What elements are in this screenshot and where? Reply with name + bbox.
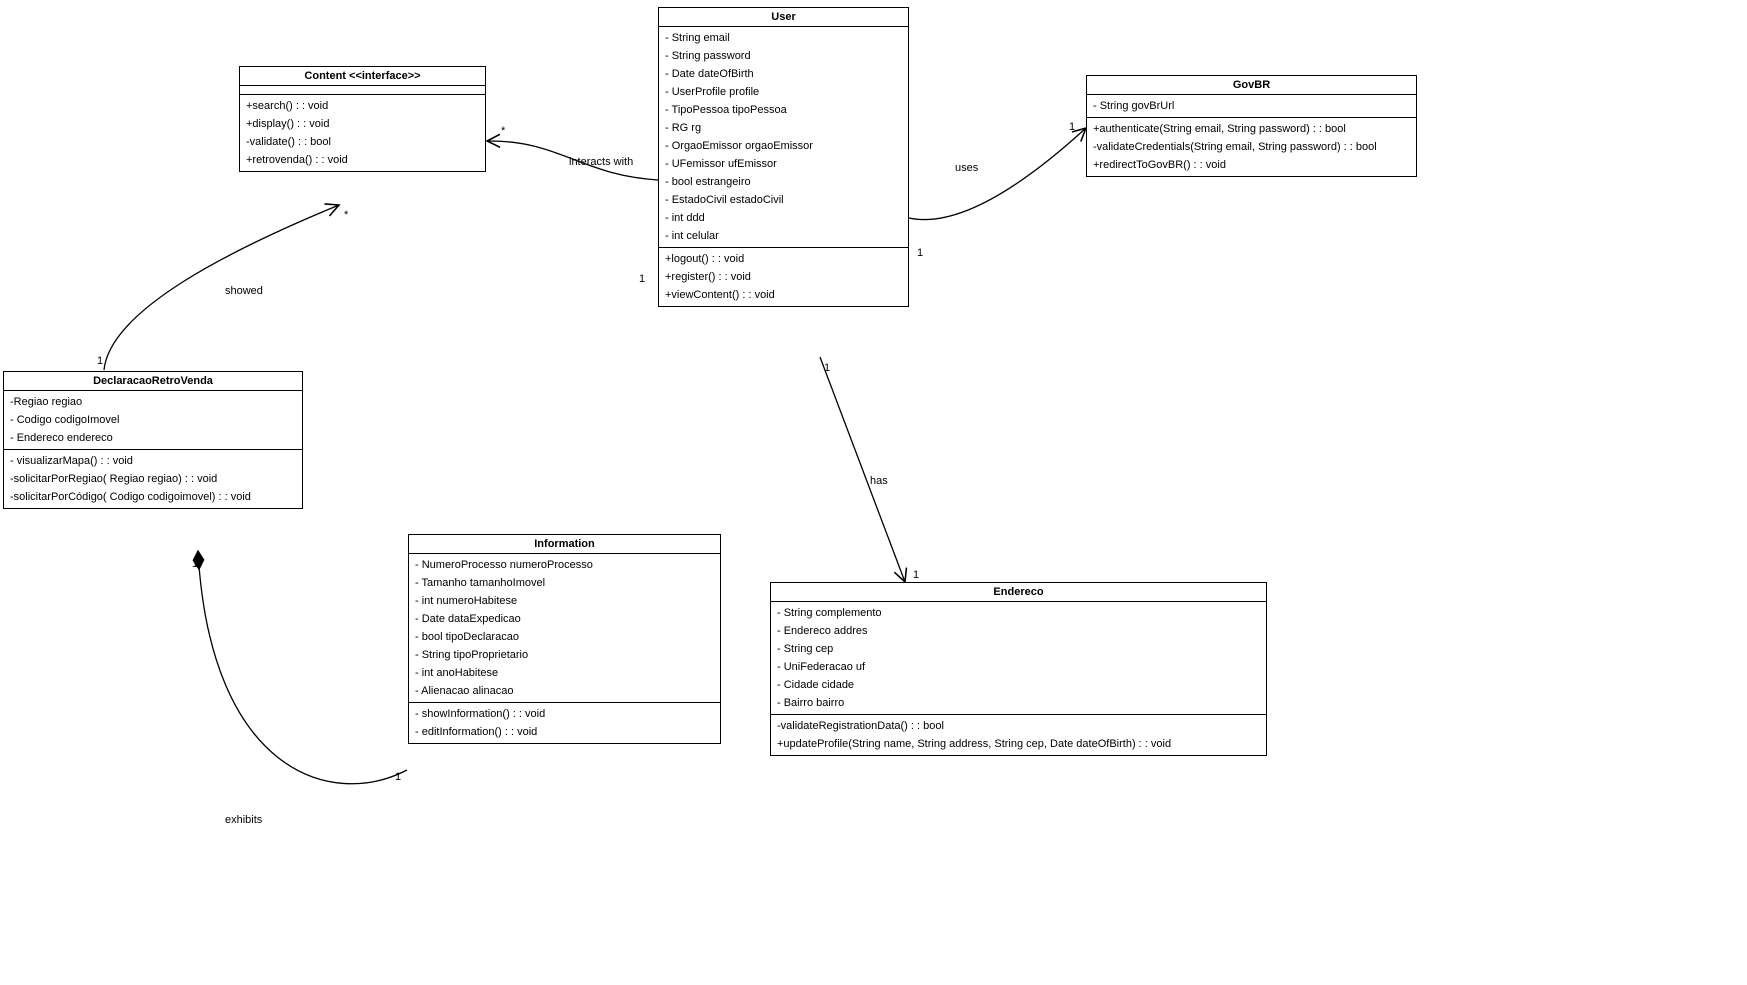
class-title: DeclaracaoRetroVenda	[4, 372, 302, 391]
attribute-row: - Endereco endereco	[10, 429, 296, 447]
class-govbr: GovBR - String govBrUrl +authenticate(Stri…	[1086, 75, 1417, 177]
attribute-row: - Endereco addres	[777, 622, 1260, 640]
method-row: +register() : : void	[665, 268, 902, 286]
attribute-row: - Cidade cidade	[777, 676, 1260, 694]
method-row: +redirectToGovBR() : : void	[1093, 156, 1410, 174]
class-content: Content <<interface>>+search() : : void+…	[239, 66, 486, 172]
attribute-row: - UserProfile profile	[665, 83, 902, 101]
attribute-row: - String password	[665, 47, 902, 65]
method-row: +retrovenda() : : void	[246, 151, 479, 169]
attribute-row: - String complemento	[777, 604, 1260, 622]
attribute-row: - String cep	[777, 640, 1260, 658]
class-title: Information	[409, 535, 720, 554]
edge-label-uses: uses	[955, 162, 978, 174]
attribute-row: - RG rg	[665, 119, 902, 137]
attribute-row: - int celular	[665, 227, 902, 245]
attribute-row: - TipoPessoa tipoPessoa	[665, 101, 902, 119]
attributes-section: - NumeroProcesso numeroProcesso- Tamanho…	[409, 554, 720, 703]
attribute-row: - NumeroProcesso numeroProcesso	[415, 556, 714, 574]
methods-section: -validateRegistrationData() : : bool+upd…	[771, 715, 1266, 755]
attributes-section: -Regiao regiao- Codigo codigoImovel- End…	[4, 391, 302, 450]
attribute-row: - OrgaoEmissor orgaoEmissor	[665, 137, 902, 155]
attribute-row: - String govBrUrl	[1093, 97, 1410, 115]
method-row: - showInformation() : : void	[415, 705, 714, 723]
attributes-section: - String complemento- Endereco addres- S…	[771, 602, 1266, 715]
method-row: -validateCredentials(String email, Strin…	[1093, 138, 1410, 156]
class-user: User- String email- String password- Dat…	[658, 7, 909, 307]
class-endereco: Endereco- String complemento- Endereco a…	[770, 582, 1267, 756]
attribute-row: - UniFederacao uf	[777, 658, 1260, 676]
mult-interacts-user: 1	[639, 273, 645, 285]
edge-label-showed: showed	[225, 285, 263, 297]
attribute-row: - UFemissor ufEmissor	[665, 155, 902, 173]
mult-has-user: 1	[824, 362, 830, 374]
edge-label-has: has	[870, 475, 888, 487]
mult-uses-user: 1	[917, 247, 923, 259]
methods-section: +search() : : void+display() : : void-va…	[240, 95, 485, 171]
attribute-row: - bool estrangeiro	[665, 173, 902, 191]
method-row: - editInformation() : : void	[415, 723, 714, 741]
mult-interacts-content: *	[501, 125, 505, 137]
methods-section: +authenticate(String email, String passw…	[1087, 118, 1416, 176]
edge-label-exhibits: exhibits	[225, 814, 262, 826]
methods-section: - showInformation() : : void- editInform…	[409, 703, 720, 743]
mult-exhibits-info: 1	[395, 771, 401, 783]
method-row: +display() : : void	[246, 115, 479, 133]
attribute-row: - int anoHabitese	[415, 664, 714, 682]
attribute-row: - Tamanho tamanhoImovel	[415, 574, 714, 592]
method-row: -validate() : : bool	[246, 133, 479, 151]
class-title: Endereco	[771, 583, 1266, 602]
class-declaracao: DeclaracaoRetroVenda-Regiao regiao- Codi…	[3, 371, 303, 509]
class-title: Content <<interface>>	[240, 67, 485, 86]
attributes-section: - String email- String password- Date da…	[659, 27, 908, 248]
edge-label-interacts: interacts with	[569, 156, 633, 168]
method-row: +authenticate(String email, String passw…	[1093, 120, 1410, 138]
mult-showed-decl: 1	[97, 355, 103, 367]
class-title: GovBR	[1087, 76, 1416, 95]
attribute-row: - String tipoProprietario	[415, 646, 714, 664]
attribute-row: - Bairro bairro	[777, 694, 1260, 712]
method-row: +viewContent() : : void	[665, 286, 902, 304]
attribute-row: - Codigo codigoImovel	[10, 411, 296, 429]
attribute-row: - int ddd	[665, 209, 902, 227]
class-title: User	[659, 8, 908, 27]
method-row: +search() : : void	[246, 97, 479, 115]
method-row: -solicitarPorRegiao( Regiao regiao) : : …	[10, 470, 296, 488]
attribute-row: - Date dataExpedicao	[415, 610, 714, 628]
attribute-row: - Date dateOfBirth	[665, 65, 902, 83]
attribute-row: - Alienacao alinacao	[415, 682, 714, 700]
mult-exhibits-decl: 1	[192, 558, 198, 570]
class-information: Information- NumeroProcesso numeroProces…	[408, 534, 721, 744]
attribute-row: - int numeroHabitese	[415, 592, 714, 610]
method-row: +logout() : : void	[665, 250, 902, 268]
methods-section: +logout() : : void+register() : : void+v…	[659, 248, 908, 306]
methods-section: - visualizarMapa() : : void-solicitarPor…	[4, 450, 302, 508]
attribute-row: - EstadoCivil estadoCivil	[665, 191, 902, 209]
attributes-section: - String govBrUrl	[1087, 95, 1416, 118]
mult-showed-content: *	[344, 209, 348, 221]
method-row: -solicitarPorCódigo( Codigo codigoimovel…	[10, 488, 296, 506]
attribute-row: - bool tipoDeclaracao	[415, 628, 714, 646]
method-row: - visualizarMapa() : : void	[10, 452, 296, 470]
method-row: +updateProfile(String name, String addre…	[777, 735, 1260, 753]
attribute-row: -Regiao regiao	[10, 393, 296, 411]
mult-has-endereco: 1	[913, 569, 919, 581]
method-row: -validateRegistrationData() : : bool	[777, 717, 1260, 735]
mult-uses-govbr: 1	[1069, 121, 1075, 133]
attribute-row: - String email	[665, 29, 902, 47]
